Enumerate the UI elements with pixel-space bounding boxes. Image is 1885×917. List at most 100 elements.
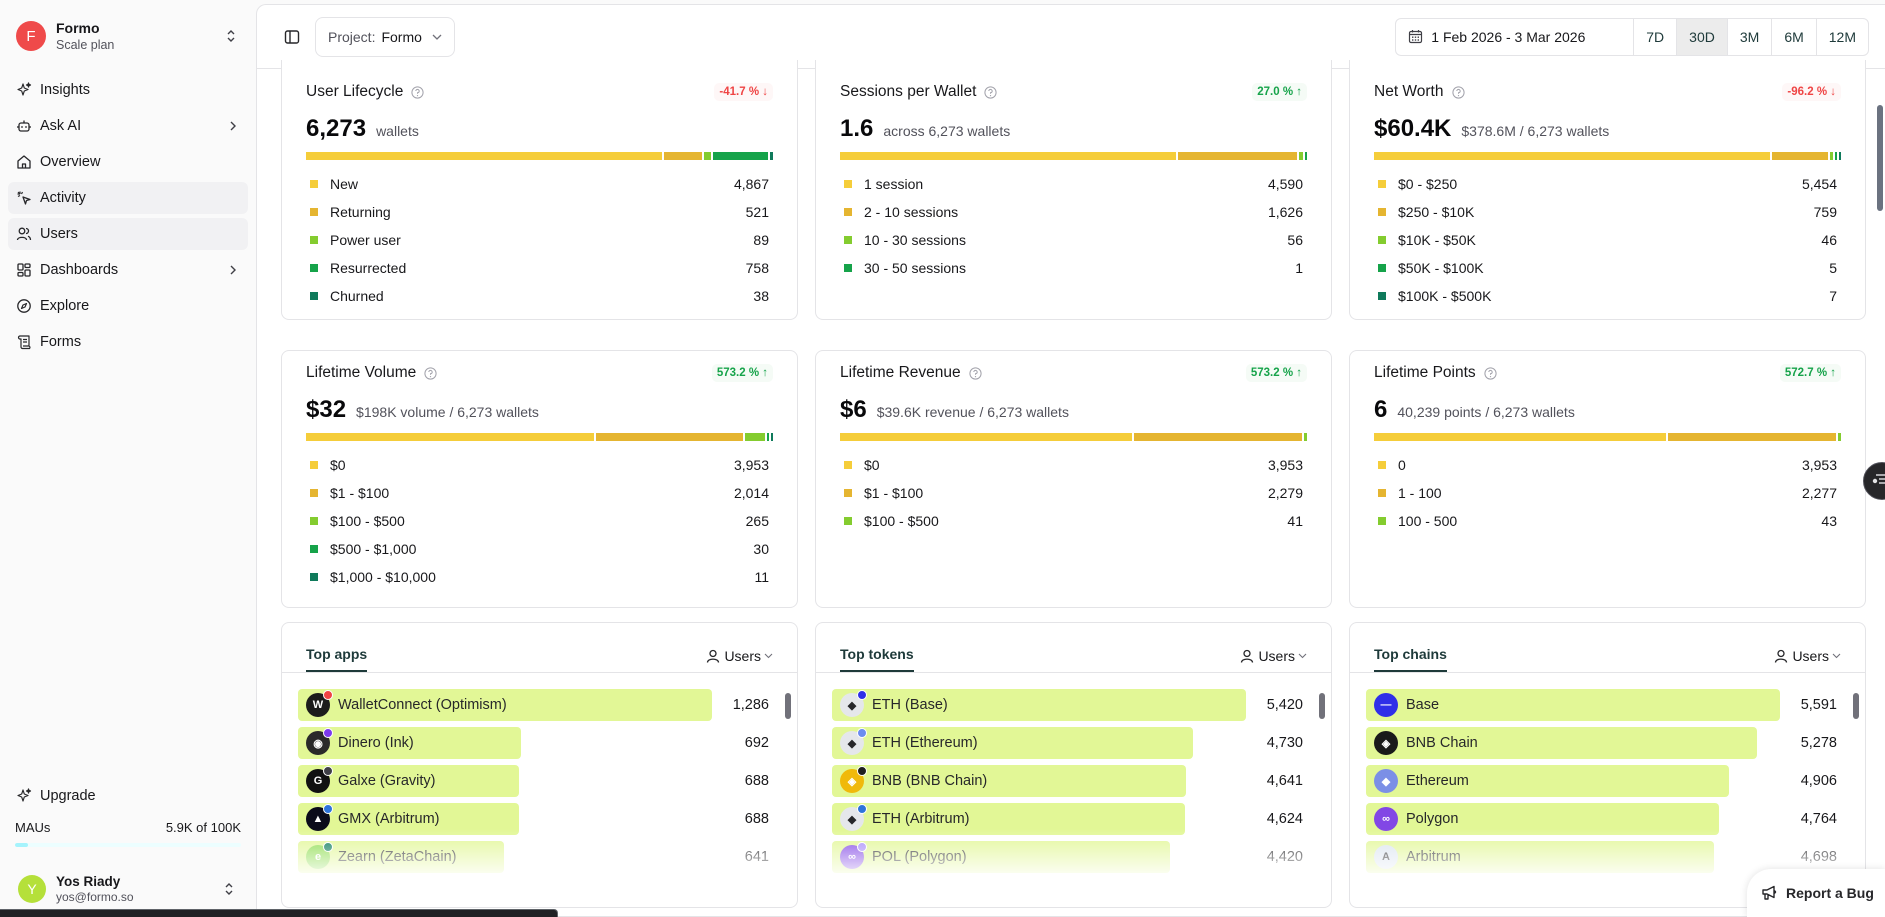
- distribution-segment[interactable]: [1305, 152, 1307, 160]
- legend-row[interactable]: Churned 38: [306, 282, 773, 310]
- range-button-12m[interactable]: 12M: [1828, 28, 1856, 45]
- upgrade-link[interactable]: Upgrade: [8, 780, 248, 812]
- help-circle-icon[interactable]: [1451, 85, 1465, 99]
- list-scrollbar[interactable]: [1319, 693, 1325, 719]
- list-item[interactable]: ◆ ETH (Ethereum) 4,730: [832, 727, 1331, 759]
- distribution-segment[interactable]: [704, 152, 711, 160]
- list-item[interactable]: G Galxe (Gravity) 688: [298, 765, 797, 797]
- list-item[interactable]: ◆ ETH (Base) 5,420: [832, 689, 1331, 721]
- list-tab[interactable]: Top apps: [306, 646, 368, 672]
- legend-row[interactable]: $0 - $250 5,454: [1374, 170, 1841, 198]
- list-item[interactable]: ∞ POL (Polygon) 4,420: [832, 841, 1331, 873]
- legend-row[interactable]: $50K - $100K 5: [1374, 254, 1841, 282]
- metric-select[interactable]: Users: [1774, 648, 1841, 672]
- help-circle-icon[interactable]: [969, 366, 982, 380]
- sidebar-item-insights[interactable]: Insights: [8, 74, 248, 106]
- legend-row[interactable]: 100 - 500 43: [1374, 507, 1841, 535]
- legend-row[interactable]: 1 session 4,590: [840, 170, 1307, 198]
- help-circle-icon[interactable]: [411, 85, 424, 99]
- sidebar-item-overview[interactable]: Overview: [8, 146, 248, 178]
- legend-row[interactable]: $100 - $500 41: [840, 507, 1307, 535]
- sidebar-item-ask-ai[interactable]: Ask AI: [8, 110, 248, 142]
- metric-select[interactable]: Users: [706, 648, 773, 672]
- sidebar-item-dashboards[interactable]: Dashboards: [8, 254, 248, 286]
- sidebar-item-forms[interactable]: Forms: [8, 326, 248, 358]
- distribution-segment[interactable]: [712, 152, 769, 160]
- legend-row[interactable]: $1 - $100 2,014: [306, 479, 773, 507]
- distribution-segment[interactable]: [306, 152, 663, 160]
- distribution-segment[interactable]: [1772, 152, 1828, 160]
- help-circle-icon[interactable]: [1484, 366, 1497, 380]
- distribution-segment[interactable]: [1303, 433, 1307, 441]
- sidebar-item-users[interactable]: Users: [8, 218, 248, 250]
- distribution-segment[interactable]: [1374, 152, 1771, 160]
- list-item[interactable]: ◉ Dinero (Ink) 692: [298, 727, 797, 759]
- range-button-6m[interactable]: 6M: [1772, 18, 1817, 55]
- list-tab[interactable]: Top tokens: [840, 646, 914, 672]
- list-tab[interactable]: Top chains: [1374, 646, 1447, 672]
- list-item[interactable]: W WalletConnect (Optimism) 1,286: [298, 689, 797, 721]
- legend-row[interactable]: New 4,867: [306, 170, 773, 198]
- legend-row[interactable]: $500 - $1,000 30: [306, 535, 773, 563]
- project-select[interactable]: Project: Formo: [315, 16, 455, 57]
- distribution-segment[interactable]: [1133, 433, 1302, 441]
- distribution-segment[interactable]: [306, 433, 595, 441]
- distribution-segment[interactable]: [1298, 152, 1303, 160]
- legend-row[interactable]: $10K - $50K 46: [1374, 226, 1841, 254]
- list-scrollbar[interactable]: [1853, 693, 1859, 719]
- help-circle-icon[interactable]: [424, 366, 437, 380]
- distribution-segment[interactable]: [1667, 433, 1836, 441]
- page-scrollbar[interactable]: [1877, 105, 1883, 211]
- distribution-segment[interactable]: [770, 152, 774, 160]
- distribution-segment[interactable]: [664, 152, 703, 160]
- list-item[interactable]: ◆ ETH (Arbitrum) 4,624: [832, 803, 1331, 835]
- distribution-segment[interactable]: [766, 433, 769, 441]
- date-range-picker[interactable]: 1 Feb 2026 - 3 Mar 2026: [1396, 18, 1635, 55]
- user-menu[interactable]: Y Yos Riady yos@formo.so: [8, 861, 248, 917]
- legend-row[interactable]: $100 - $500 265: [306, 507, 773, 535]
- list-item[interactable]: ◈ BNB Chain 5,278: [1366, 727, 1865, 759]
- distribution-segment[interactable]: [840, 152, 1176, 160]
- distribution-segment[interactable]: [1835, 152, 1837, 160]
- distribution-segment[interactable]: [1374, 433, 1666, 441]
- distribution-segment[interactable]: [771, 433, 773, 441]
- list-scrollbar[interactable]: [785, 693, 791, 719]
- list-item[interactable]: ◆ Ethereum 4,906: [1366, 765, 1865, 797]
- legend-row[interactable]: Power user 89: [306, 226, 773, 254]
- distribution-segment[interactable]: [745, 433, 765, 441]
- list-item[interactable]: ◈ BNB (BNB Chain) 4,641: [832, 765, 1331, 797]
- distribution-segment[interactable]: [840, 433, 1132, 441]
- list-item[interactable]: ∞ Polygon 4,764: [1366, 803, 1865, 835]
- legend-row[interactable]: Resurrected 758: [306, 254, 773, 282]
- report-bug-button[interactable]: Report a Bug: [1747, 869, 1885, 917]
- range-button-3m[interactable]: 3M: [1728, 18, 1773, 55]
- sidebar-toggle-icon[interactable]: [281, 26, 303, 48]
- help-circle-icon[interactable]: [984, 85, 998, 99]
- legend-row[interactable]: $0 3,953: [306, 451, 773, 479]
- legend-row[interactable]: 0 3,953: [1374, 451, 1841, 479]
- sidebar-item-activity[interactable]: Activity: [8, 182, 248, 214]
- legend-row[interactable]: 30 - 50 sessions 1: [840, 254, 1307, 282]
- legend-row[interactable]: $0 3,953: [840, 451, 1307, 479]
- distribution-segment[interactable]: [1829, 152, 1833, 160]
- legend-row[interactable]: $1,000 - $10,000 11: [306, 563, 773, 591]
- sidebar-item-explore[interactable]: Explore: [8, 290, 248, 322]
- legend-row[interactable]: 2 - 10 sessions 1,626: [840, 198, 1307, 226]
- legend-row[interactable]: Returning 521: [306, 198, 773, 226]
- distribution-segment[interactable]: [1837, 433, 1841, 441]
- list-item[interactable]: ▲ GMX (Arbitrum) 688: [298, 803, 797, 835]
- list-item[interactable]: e Zearn (ZetaChain) 641: [298, 841, 797, 873]
- list-item[interactable]: — Base 5,591: [1366, 689, 1865, 721]
- range-button-7d[interactable]: 7D: [1634, 18, 1678, 55]
- legend-row[interactable]: $250 - $10K 759: [1374, 198, 1841, 226]
- legend-row[interactable]: 1 - 100 2,277: [1374, 479, 1841, 507]
- distribution-segment[interactable]: [596, 433, 744, 441]
- distribution-segment[interactable]: [1177, 152, 1297, 160]
- distribution-segment[interactable]: [1839, 152, 1841, 160]
- legend-row[interactable]: $100K - $500K 7: [1374, 282, 1841, 310]
- range-button-30d[interactable]: 30D: [1677, 18, 1728, 55]
- legend-row[interactable]: $1 - $100 2,279: [840, 479, 1307, 507]
- org-switcher[interactable]: F Formo Scale plan: [8, 0, 248, 72]
- legend-row[interactable]: 10 - 30 sessions 56: [840, 226, 1307, 254]
- metric-select[interactable]: Users: [1240, 648, 1307, 672]
